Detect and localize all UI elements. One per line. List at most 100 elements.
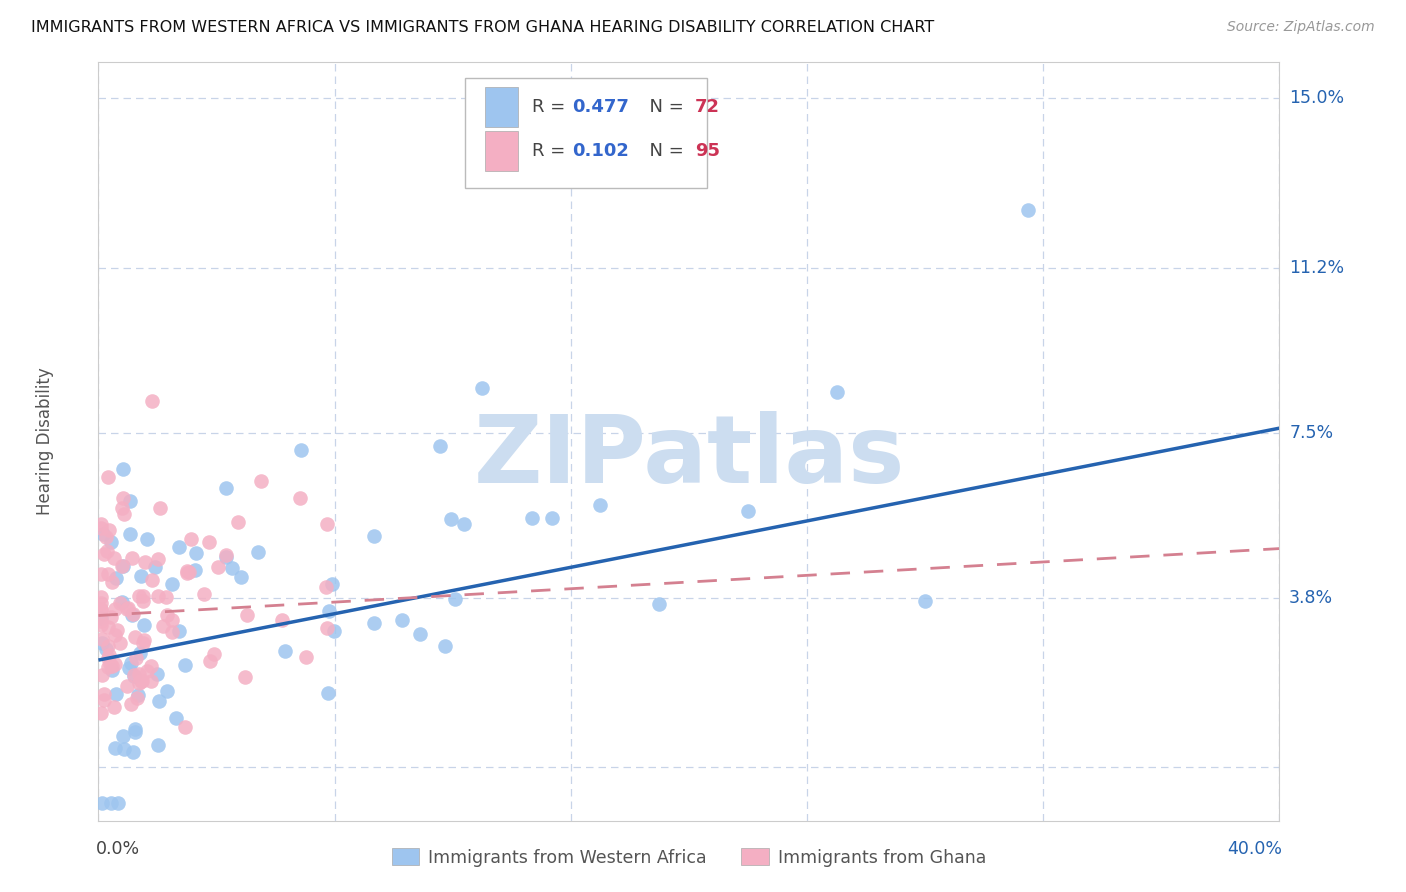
Point bbox=[156, 683, 179, 698]
Point bbox=[290, 491, 312, 505]
Point bbox=[90, 706, 112, 721]
Point bbox=[169, 541, 191, 555]
Text: 0.0%: 0.0% bbox=[96, 839, 141, 857]
Point bbox=[434, 639, 457, 653]
Point bbox=[97, 640, 120, 654]
Point bbox=[825, 385, 848, 400]
Point bbox=[108, 596, 131, 610]
Point bbox=[103, 699, 125, 714]
Text: 95: 95 bbox=[695, 142, 720, 161]
Point bbox=[107, 796, 129, 810]
Point bbox=[443, 592, 465, 607]
Point bbox=[131, 636, 153, 650]
Point bbox=[184, 563, 207, 577]
Point bbox=[363, 528, 385, 542]
Point bbox=[100, 609, 122, 624]
Text: 3.8%: 3.8% bbox=[1289, 589, 1333, 607]
Point bbox=[184, 546, 207, 560]
Point bbox=[121, 607, 143, 622]
Point bbox=[120, 494, 142, 508]
Text: 15.0%: 15.0% bbox=[1289, 89, 1344, 107]
Point bbox=[589, 499, 612, 513]
Point bbox=[176, 564, 198, 578]
Point bbox=[127, 688, 149, 702]
Point bbox=[202, 647, 225, 661]
Point bbox=[111, 730, 134, 744]
Point bbox=[136, 533, 159, 547]
Point bbox=[118, 660, 141, 674]
Point bbox=[139, 659, 162, 673]
Point bbox=[103, 627, 125, 641]
Point bbox=[101, 574, 124, 589]
Point bbox=[97, 620, 120, 634]
Point bbox=[215, 550, 238, 565]
Point bbox=[97, 660, 120, 674]
Point bbox=[90, 517, 112, 532]
Point bbox=[471, 381, 494, 395]
Point bbox=[115, 602, 138, 616]
Point bbox=[97, 470, 120, 484]
Point bbox=[104, 602, 127, 616]
Point bbox=[90, 603, 112, 617]
Point bbox=[321, 577, 343, 591]
Point bbox=[112, 741, 135, 756]
Point bbox=[177, 565, 200, 579]
Point bbox=[105, 623, 128, 637]
Point bbox=[316, 516, 339, 531]
Point bbox=[103, 550, 125, 565]
Point bbox=[318, 604, 340, 618]
Point bbox=[94, 641, 117, 656]
Point bbox=[453, 517, 475, 532]
Point bbox=[101, 658, 124, 673]
Point bbox=[112, 462, 135, 476]
Point bbox=[316, 622, 339, 636]
Point bbox=[174, 657, 197, 672]
Point bbox=[101, 663, 124, 677]
Point bbox=[132, 594, 155, 608]
Point bbox=[94, 530, 117, 544]
Point bbox=[129, 569, 152, 583]
Point bbox=[111, 559, 134, 574]
Point bbox=[105, 571, 128, 585]
Point bbox=[141, 394, 163, 409]
Point bbox=[152, 619, 174, 633]
Point bbox=[132, 633, 155, 648]
Point bbox=[100, 796, 122, 810]
Point bbox=[120, 656, 142, 670]
Point bbox=[146, 590, 169, 604]
Point bbox=[115, 679, 138, 693]
Point bbox=[221, 561, 243, 575]
Point bbox=[112, 507, 135, 521]
Text: R =: R = bbox=[531, 142, 571, 161]
Point bbox=[363, 616, 385, 631]
Point bbox=[141, 574, 163, 588]
Point bbox=[97, 648, 120, 662]
Point bbox=[1018, 202, 1040, 217]
Point bbox=[124, 723, 146, 737]
Point bbox=[146, 552, 169, 566]
Point bbox=[98, 657, 121, 671]
Point bbox=[160, 577, 183, 591]
Text: 0.477: 0.477 bbox=[572, 98, 628, 116]
Point bbox=[146, 667, 169, 681]
Point bbox=[198, 655, 221, 669]
Point bbox=[124, 724, 146, 739]
Point bbox=[104, 657, 127, 671]
Point bbox=[128, 666, 150, 681]
Text: 11.2%: 11.2% bbox=[1289, 259, 1344, 277]
Point bbox=[155, 591, 177, 605]
Point bbox=[146, 738, 169, 752]
Point bbox=[148, 693, 170, 707]
Text: R =: R = bbox=[531, 98, 571, 116]
Text: 0.102: 0.102 bbox=[572, 142, 628, 161]
Point bbox=[129, 673, 152, 688]
Point bbox=[160, 613, 183, 627]
Point bbox=[110, 500, 132, 515]
Point bbox=[226, 515, 249, 529]
Point bbox=[295, 650, 318, 665]
Point bbox=[180, 532, 202, 546]
Point bbox=[141, 673, 163, 688]
FancyBboxPatch shape bbox=[464, 78, 707, 187]
Point bbox=[110, 595, 132, 609]
Text: ZIPatlas: ZIPatlas bbox=[474, 410, 904, 503]
